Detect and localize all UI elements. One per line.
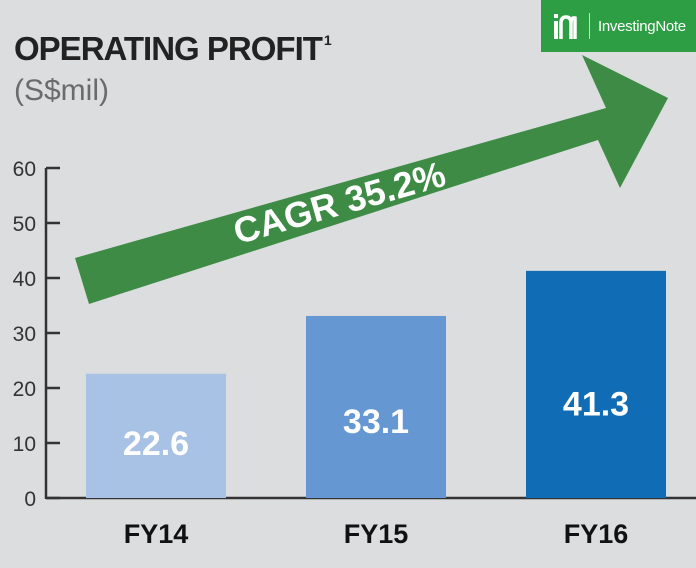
y-tick-label: 0 — [24, 488, 36, 511]
y-tick-label: 20 — [13, 378, 36, 401]
investingnote-logo-icon — [554, 14, 577, 39]
y-tick-label: 30 — [13, 323, 36, 346]
data-label-fy15: 33.1 — [343, 403, 409, 441]
data-label-fy14: 22.6 — [123, 425, 189, 463]
cagr-arrow — [75, 55, 668, 304]
chart-title: OPERATING PROFIT 1 — [14, 30, 332, 68]
cagr-arrow-label: CAGR 35.2% — [229, 153, 450, 252]
logo-text: InvestingNote — [598, 17, 686, 35]
chart-subtitle: (S$mil) — [14, 74, 109, 107]
x-category-label: FY16 — [564, 519, 629, 549]
title-footnote: 1 — [323, 32, 332, 48]
y-tick-label: 60 — [13, 158, 36, 181]
y-tick-label: 10 — [13, 433, 36, 456]
y-tick-label: 40 — [13, 268, 36, 291]
bar-fy15 — [306, 315, 446, 498]
y-tick-label: 50 — [13, 213, 36, 236]
bar-fy14 — [86, 373, 226, 498]
data-label-fy16: 41.3 — [563, 386, 629, 424]
investingnote-logo: InvestingNote — [541, 0, 696, 52]
x-category-label: FY15 — [344, 519, 409, 549]
logo-separator — [589, 13, 590, 39]
bar-fy16 — [526, 270, 666, 498]
chart-title-text: OPERATING PROFIT — [14, 30, 323, 67]
x-category-label: FY14 — [124, 519, 189, 549]
